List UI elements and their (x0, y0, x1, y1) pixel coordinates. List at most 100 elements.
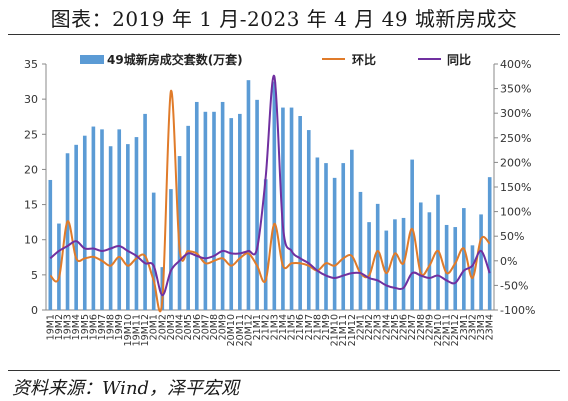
bar (324, 163, 328, 310)
line-series (49, 75, 491, 313)
x-tick-label: 20M7 (200, 314, 211, 340)
right-tick-label: 300% (500, 107, 531, 120)
x-tick-label: 22M12 (450, 314, 461, 346)
bar (444, 224, 449, 310)
bar (108, 146, 113, 310)
legend-yoy-label: 同比 (447, 52, 471, 67)
bar (82, 135, 87, 310)
bar (212, 111, 216, 311)
bar (281, 107, 285, 310)
right-tick-label: 200% (500, 156, 531, 169)
bar (229, 118, 234, 311)
x-tick-label: 21M6 (295, 314, 306, 340)
right-tick-label: 400% (500, 58, 531, 71)
x-tick-label: 19M9 (114, 314, 125, 340)
x-tick-label: 21M10 (330, 314, 341, 346)
bar (410, 159, 414, 310)
x-tick-label: 19M4 (71, 314, 82, 340)
right-tick-label: 50% (500, 230, 524, 243)
bar (341, 163, 346, 310)
x-tick-label: 20M3 (166, 314, 177, 340)
bar (418, 202, 423, 310)
bar (65, 153, 70, 310)
bar (246, 80, 251, 310)
x-tick-label: 23M3 (476, 314, 487, 340)
x-tick-label: 21M9 (321, 314, 332, 340)
x-tick-label: 22M9 (424, 314, 435, 340)
bar (350, 149, 354, 310)
x-tick-label: 20M11 (235, 314, 246, 346)
x-tick-label: 19M5 (80, 314, 91, 340)
bar (151, 192, 156, 310)
x-tick-label: 23M4 (485, 314, 496, 340)
bar (74, 144, 78, 310)
x-tick-label: 19M12 (140, 314, 151, 346)
x-tick-label: 21M2 (261, 314, 272, 340)
x-tick-label: 22M2 (364, 314, 375, 340)
right-tick-label: 100% (500, 206, 531, 219)
x-tick-label: 19M8 (106, 314, 117, 340)
x-tick-label: 23M1 (459, 314, 470, 340)
bar (100, 129, 104, 310)
bar (177, 156, 182, 310)
right-tick-label: 250% (500, 132, 531, 145)
x-tick-label: 21M4 (278, 314, 289, 340)
bar (186, 125, 190, 310)
bar (462, 208, 466, 310)
source-divider (8, 370, 560, 371)
title-divider (8, 34, 560, 35)
bar (126, 144, 130, 310)
left-tick-label: 10 (24, 234, 38, 247)
bar (220, 101, 225, 310)
x-tick-label: 20M8 (209, 314, 220, 340)
bar (263, 179, 268, 310)
left-tick-label: 30 (24, 93, 38, 106)
x-tick-label: 21M11 (338, 314, 349, 346)
x-tick-label: 22M4 (381, 314, 392, 340)
bar (332, 177, 337, 310)
right-tick-label: 350% (500, 83, 531, 96)
right-tick-label: 0% (500, 255, 517, 268)
left-tick-label: 35 (24, 58, 38, 71)
right-tick-label: -100% (500, 304, 535, 317)
right-tick-label: -50% (500, 279, 528, 292)
bar (306, 130, 311, 310)
x-tick-label: 19M3 (63, 314, 74, 340)
bar (143, 113, 147, 310)
bar (427, 212, 432, 310)
left-tick-label: 20 (24, 163, 38, 176)
bar (48, 179, 53, 310)
legend-bar-label: 49城新房成交套数(万套) (107, 52, 243, 67)
x-tick-label: 20M2 (157, 314, 168, 340)
bar (134, 137, 139, 310)
bar (203, 111, 208, 311)
bar (358, 191, 363, 310)
bar (289, 107, 294, 310)
x-tick-label: 21M8 (312, 314, 323, 340)
legend: 49城新房成交套数(万套) 环比 同比 (80, 52, 471, 67)
x-tick-label: 19M11 (131, 314, 142, 346)
x-tick-label: 23M2 (467, 314, 478, 340)
source-note: 资料来源：Wind，泽平宏观 (12, 378, 240, 399)
x-tick-label: 19M10 (123, 314, 134, 346)
x-tick-label: 19M2 (54, 314, 65, 340)
x-tick-label: 22M11 (442, 314, 453, 346)
x-tick-label: 20M10 (226, 314, 237, 346)
mom-line (49, 90, 491, 313)
bar (436, 194, 440, 310)
left-tick-label: 5 (31, 269, 38, 282)
bar (298, 116, 302, 310)
bar (393, 219, 397, 310)
right-tick-label: 150% (500, 181, 531, 194)
x-tick-label: 19M6 (88, 314, 99, 340)
bar-series (48, 80, 492, 311)
bar (375, 203, 380, 310)
yoy-line (49, 75, 491, 297)
x-tick-label: 20M12 (243, 314, 254, 346)
bar (57, 223, 61, 310)
chart: 0 5 10 15 20 25 30 35 -100% -50% 0% 50% 100% 150% 200%… (24, 52, 535, 346)
legend-mom-label: 环比 (352, 52, 376, 67)
x-tick-label: 22M5 (390, 314, 401, 340)
x-tick-label: 20M9 (218, 314, 229, 340)
x-tick-label: 22M3 (373, 314, 384, 340)
